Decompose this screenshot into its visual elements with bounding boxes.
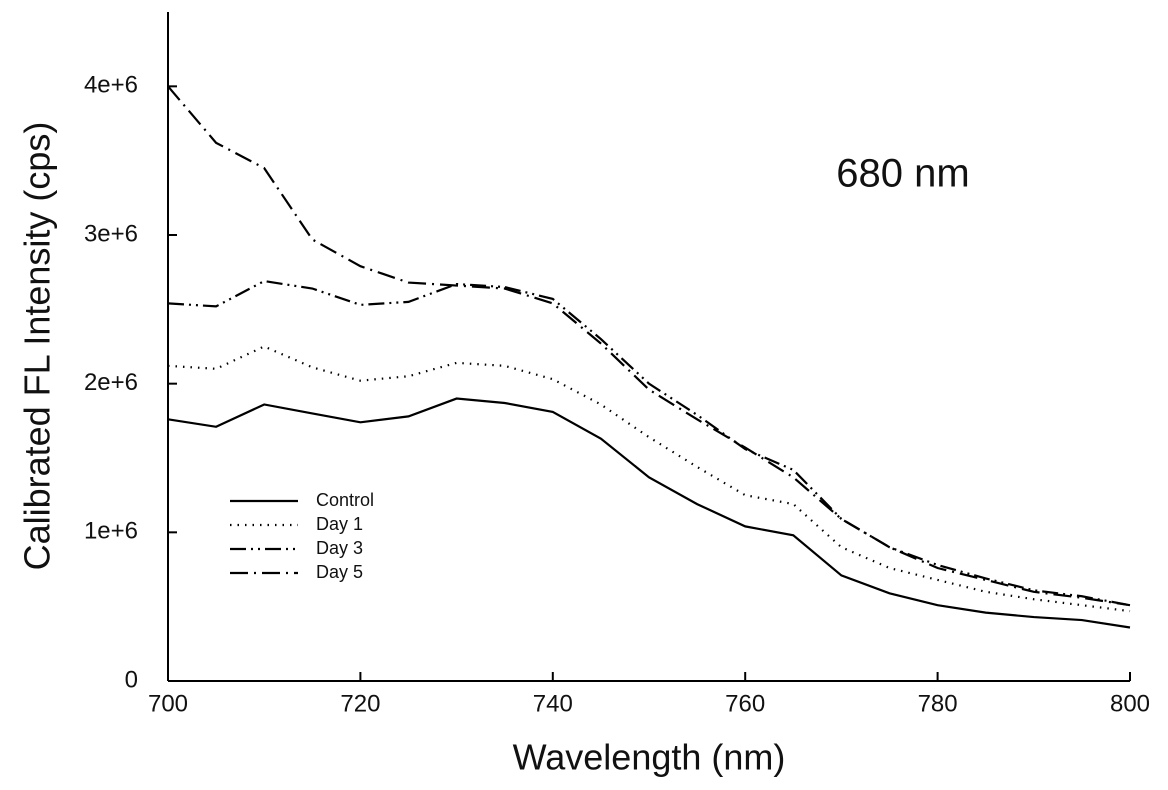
y-tick-label: 2e+6 <box>84 369 138 396</box>
x-axis-label: Wavelength (nm) <box>513 737 786 778</box>
legend-label: Day 3 <box>316 538 363 558</box>
x-tick-label: 700 <box>148 690 188 717</box>
x-tick-label: 720 <box>340 690 380 717</box>
x-tick-label: 780 <box>918 690 958 717</box>
legend-label: Day 1 <box>316 514 363 534</box>
legend-label: Day 5 <box>316 562 363 582</box>
x-tick-label: 800 <box>1110 690 1150 717</box>
x-tick-label: 740 <box>533 690 573 717</box>
y-tick-label: 0 <box>125 666 138 693</box>
y-axis-label: Calibrated FL Intensity (cps) <box>17 122 58 571</box>
y-tick-label: 1e+6 <box>84 518 138 545</box>
y-tick-label: 4e+6 <box>84 72 138 99</box>
legend-label: Control <box>316 490 374 510</box>
series-line <box>167 85 1131 607</box>
y-tick-label: 3e+6 <box>84 220 138 247</box>
annotation: 680 nm <box>836 152 969 196</box>
series-line <box>167 345 1131 613</box>
series-line <box>167 397 1131 629</box>
series-line <box>167 279 1131 607</box>
x-tick-label: 760 <box>725 690 765 717</box>
